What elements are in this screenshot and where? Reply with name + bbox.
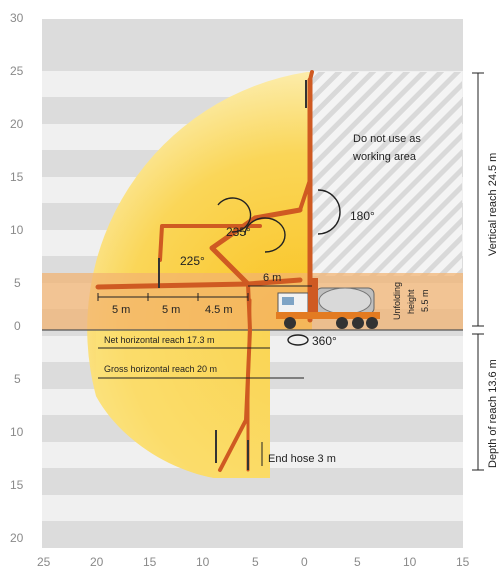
y-tick: 5 [14,372,21,386]
segment-label: 6 m [263,272,281,284]
y-tick: 15 [10,478,24,492]
y-tick: 20 [10,117,24,131]
angle-180: 180° [350,209,375,223]
segment-label: 4.5 m [205,304,233,316]
end-hose-lines [158,80,307,470]
x-tick: 25 [37,555,51,569]
y-tick: 5 [14,276,21,290]
x-tick: 15 [143,555,157,569]
pump-truck [276,278,380,329]
y-tick: 10 [10,223,24,237]
segment-label: 5 m [112,304,130,316]
y-axis: 30 25 20 15 10 5 0 5 10 15 20 [10,11,24,545]
gross-reach-label: Gross horizontal reach 20 m [104,364,217,374]
x-tick: 0 [301,555,308,569]
x-axis: 25 20 15 10 5 0 5 10 15 [37,555,470,569]
rotation-arcs [217,189,341,346]
x-tick: 5 [354,555,361,569]
zone-label-line1: Do not use as [353,133,421,145]
net-reach-label: Net horizontal reach 17.3 m [104,335,215,345]
reach-envelope-lower [96,330,270,478]
end-hose-label: End hose 3 m [268,453,336,465]
angle-225: 225° [180,254,205,268]
y-tick: 10 [10,425,24,439]
no-working-zone [312,72,462,276]
y-tick: 25 [10,64,24,78]
angle-360: 360° [312,334,337,348]
x-tick: 5 [252,555,259,569]
y-tick: 30 [10,11,24,25]
angle-235: 235° [226,225,251,239]
zone-label-line2: working area [352,151,417,163]
x-tick: 15 [456,555,470,569]
dimension-lines [97,72,484,471]
x-tick: 10 [403,555,417,569]
y-tick: 20 [10,531,24,545]
x-tick: 10 [196,555,210,569]
unfolding-height-label-2: height [406,289,416,314]
vertical-reach-label: Vertical reach 24.5 m [487,153,499,256]
segment-label: 5 m [162,304,180,316]
y-tick: 15 [10,170,24,184]
unfolding-height-label-1: Unfolding [392,282,402,320]
x-tick: 20 [90,555,104,569]
y-tick: 0 [14,319,21,333]
unfolding-height-label-3: 5.5 m [420,289,430,312]
depth-reach-label: Depth of reach 13.6 m [487,359,499,468]
